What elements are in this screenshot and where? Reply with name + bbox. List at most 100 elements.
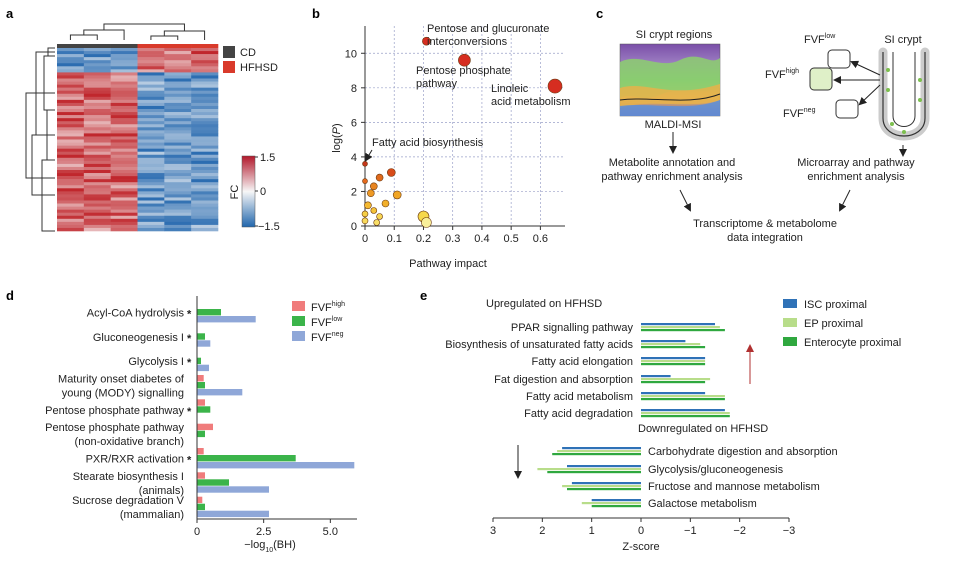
heatmap-cell [83,87,111,91]
heatmap-cell [57,105,85,110]
heatmap-cell [57,121,85,125]
bar-d-xlabel: −log10(BH) [244,539,296,554]
bar-d [197,455,296,462]
heatmap-cell [137,176,165,180]
heatmap-cell [83,227,111,232]
e-down-title: Downregulated on HFHSD [638,423,768,435]
category-label-d: Pentose phosphate pathway [45,405,184,417]
heatmap-cell [191,102,219,107]
heatmap-cell [164,75,192,79]
heatmap-cell [57,63,85,67]
metabolite-annotation-line1: Metabolite annotation and [609,157,736,169]
heatmap-cell [191,154,219,159]
metabolite-annotation-line2: pathway enrichment analysis [601,171,743,183]
heatmap-cell [137,133,165,137]
dendrogram-branch [43,55,55,111]
si-crypt-title: SI crypt [884,34,921,46]
heatmap-cell [110,160,138,165]
scatter-plot: 0 0.1 0.2 0.3 0.4 0.5 0.6 0 2 4 6 8 10 [345,26,565,245]
heatmap-cell [137,127,165,131]
heatmap-cell [110,209,138,213]
heatmap-cell [164,215,192,220]
heatmap-cell [164,163,192,168]
heatmap-cell [83,57,111,61]
bar-d [197,309,221,316]
heatmap-cell [83,197,111,201]
heatmap-cell [57,176,85,180]
heatmap-cell [57,109,85,113]
heatmap-cell [57,69,85,73]
heatmap-cell [164,179,192,183]
legend-swatch-fvf-neg [292,331,305,341]
heatmap-cell [137,185,165,189]
maldi-msi-label: MALDI-MSI [645,119,702,131]
heatmap-cell [137,136,165,140]
heatmap-cell [110,54,138,58]
heatmap-cell [83,136,111,140]
heatmap-cell [137,151,165,156]
bar-d [197,340,211,347]
bar-d [197,375,204,382]
dendrogram-branch [103,23,185,31]
tick-label-d: 2.5 [256,526,271,538]
heatmap-cell [110,105,138,110]
bar-e [641,412,730,415]
heatmap-cell [137,188,165,192]
heatmap-cell [83,115,111,119]
heatmap-cell [83,166,111,171]
heatmap-cell [110,227,138,232]
heatmap-cell [191,151,219,156]
heatmap-cell [191,206,219,210]
heatmap-cell [164,206,192,210]
heatmap-cell [191,133,219,137]
heatmap-cell [137,102,165,107]
scatter-point [373,219,381,226]
heatmap-cell [110,75,138,79]
heatmap-cell [110,163,138,168]
annotation-pentose-phosphate: Pentose phosphate [416,65,511,77]
heatmap-cell [137,200,165,204]
heatmap-cell [164,121,192,125]
heatmap-cell [110,139,138,143]
colorbar-gradient [241,155,256,228]
category-label-d: PXR/RXR activation [86,454,184,466]
heatmap-cell [83,224,111,229]
heatmap-cell [110,133,138,137]
heatmap-cell [137,142,165,146]
heatmap-cell [57,127,85,131]
heatmap-cell [57,160,85,165]
category-label-d: Maturity onset diabetes of [58,374,185,386]
heatmap-cell [57,185,85,189]
heatmap-cell [57,224,85,229]
heatmap-cell [164,145,192,149]
legend-swatch-fvf-high [292,301,305,311]
heatmap-cell [110,206,138,210]
heatmap-cell [164,188,192,192]
heatmap-cell [110,81,138,85]
bar-e [567,488,641,491]
category-label-d-line2: (non-oxidative branch) [75,436,184,448]
heatmap-cell [57,93,85,98]
heatmap-cell [57,179,85,183]
heatmap-cell [137,221,165,226]
heatmap-cell [83,102,111,107]
heatmap-cell [137,93,165,98]
heatmap-cell [83,99,111,104]
legend-fvf-neg: FVFneg [311,331,344,344]
heatmap-cell [137,209,165,213]
heatmap-cell [137,130,165,134]
heatmap-cell [191,121,219,125]
category-label-e: Fatty acid elongation [531,356,633,368]
heatmap-cell [110,63,138,67]
heatmap-cell [191,93,219,98]
category-label-e: Fatty acid metabolism [526,391,633,403]
tick-label-y: 0 [351,221,357,233]
annotation-linoleic: Linoleic [491,83,529,95]
bar-e [581,502,641,505]
colorbar-title: FC [229,185,241,200]
heatmap-cell [110,93,138,98]
heatmap-cell [110,157,138,162]
heatmap-cell [110,127,138,131]
heatmap-cell [137,194,165,198]
